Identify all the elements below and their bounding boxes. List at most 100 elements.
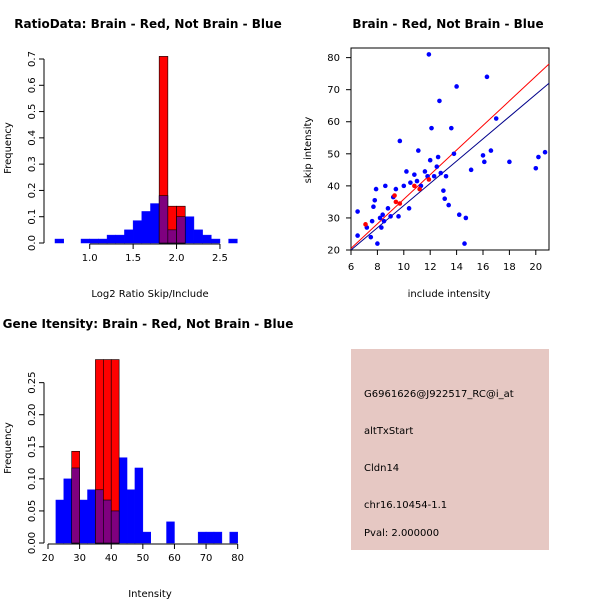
- scatter-fit-line-blue: [350, 82, 550, 251]
- ratio-histogram-xlabel: Log2 Ratio Skip/Include: [91, 289, 208, 300]
- ratio-histogram-y-tick-label: 0.5: [27, 104, 38, 120]
- gene-intensity-bar-not-brain: [229, 531, 238, 544]
- scatter-point-not-brain: [371, 204, 376, 210]
- scatter-y-tick-label: 60: [327, 117, 340, 128]
- scatter-point-not-brain: [441, 188, 446, 193]
- ratio-histogram-panel: RatioData: Brain - Red, Not Brain - Blue…: [3, 17, 282, 300]
- gene-intensity-y-tick-label: 0.20: [27, 404, 38, 426]
- scatter-point-not-brain: [449, 125, 454, 131]
- gene-intensity-x-tick-label: 50: [136, 553, 149, 564]
- scatter-title: Brain - Red, Not Brain - Blue: [352, 17, 543, 31]
- gene-intensity-bar-overlap: [103, 499, 112, 544]
- scatter-panel: Brain - Red, Not Brain - Blue include in…: [303, 17, 550, 300]
- gene-intensity-x-tick-label: 20: [42, 553, 55, 564]
- scatter-point-not-brain: [408, 180, 413, 185]
- scatter-x-tick-label: 10: [397, 262, 410, 273]
- scatter-point-not-brain: [368, 234, 374, 240]
- scatter-point-not-brain: [429, 125, 434, 131]
- scatter-point-not-brain: [456, 212, 462, 218]
- scatter-point-not-brain: [416, 148, 421, 153]
- ratio-histogram-x-tick-label: 2.0: [169, 253, 185, 264]
- scatter-point-not-brain: [372, 198, 378, 203]
- ratio-histogram-bar-overlap: [158, 195, 169, 244]
- gene-intensity-bar-not-brain: [118, 457, 128, 544]
- gene-intensity-bar-not-brain: [205, 531, 215, 544]
- scatter-point-not-brain: [468, 167, 474, 173]
- gene-intensity-x-tick-label: 30: [73, 553, 86, 564]
- gene-intensity-y-tick-label: 0.05: [27, 500, 38, 522]
- scatter-x-tick-label: 12: [424, 262, 437, 273]
- gene-intensity-x-tick-label: 80: [231, 553, 244, 564]
- gene-intensity-bar-overlap: [110, 510, 120, 544]
- info-panel-background: [351, 349, 549, 550]
- ratio-histogram-bar-not-brain: [89, 238, 99, 244]
- scatter-fit-lines: [350, 63, 550, 251]
- ratio-histogram-y-tick-label: 0.6: [27, 77, 38, 93]
- ratio-histogram-bars: [54, 56, 238, 244]
- scatter-y-tick-label: 30: [327, 213, 340, 224]
- gene-intensity-x-tick-label: 60: [168, 553, 181, 564]
- scatter-point-not-brain: [375, 241, 380, 246]
- ratio-histogram-bar-not-brain: [228, 238, 238, 244]
- gene-intensity-bar-not-brain: [126, 489, 136, 544]
- scatter-point-not-brain: [388, 214, 393, 219]
- scatter-y-tick-label: 40: [327, 181, 340, 192]
- info-pval: Pval: 2.000000: [364, 528, 439, 539]
- scatter-point-not-brain: [443, 173, 449, 179]
- scatter-point-not-brain: [355, 233, 360, 238]
- scatter-point-not-brain: [404, 169, 409, 174]
- scatter-point-not-brain: [379, 225, 384, 230]
- scatter-point-not-brain: [488, 148, 494, 153]
- scatter-point-not-brain: [542, 149, 548, 155]
- gene-intensity-panel: Gene Itensity: Brain - Red, Not Brain - …: [3, 317, 294, 600]
- scatter-point-not-brain: [507, 159, 512, 165]
- scatter-point-not-brain: [396, 214, 401, 219]
- ratio-histogram-bar-not-brain: [211, 238, 221, 244]
- gene-intensity-axes: 20 30 40 50 60 70 80 0.00 0.05 0.10 0.15 0.20 0.25: [27, 372, 244, 564]
- scatter-point-not-brain: [442, 196, 448, 201]
- gene-intensity-x-tick-label: 40: [105, 553, 118, 564]
- gene-intensity-bar-overlap: [95, 489, 104, 544]
- scatter-x-tick-label: 16: [477, 262, 490, 273]
- ratio-histogram-bar-not-brain: [184, 216, 195, 244]
- scatter-point-brain: [426, 177, 432, 182]
- gene-intensity-bar-overlap: [71, 467, 80, 544]
- scatter-point-brain: [397, 201, 403, 206]
- gene-intensity-y-tick-label: 0.00: [27, 532, 38, 554]
- gene-intensity-ylabel: Frequency: [3, 422, 14, 474]
- scatter-point-not-brain: [393, 186, 399, 192]
- scatter-point-brain: [393, 199, 399, 205]
- info-panel: G6961626@J922517_RC@i_at altTxStart Cldn…: [351, 349, 549, 550]
- scatter-point-brain: [392, 193, 397, 198]
- gene-intensity-title: Gene Itensity: Brain - Red, Not Brain - …: [3, 317, 294, 331]
- ratio-histogram-bar-not-brain: [132, 220, 143, 244]
- ratio-histogram-bar-not-brain: [54, 238, 64, 244]
- scatter-point-brain: [412, 183, 417, 189]
- scatter-x-tick-label: 6: [348, 262, 354, 273]
- scatter-xlabel: include intensity: [408, 289, 491, 300]
- ratio-histogram-bar-not-brain: [80, 238, 90, 244]
- scatter-point-not-brain: [414, 178, 420, 184]
- scatter-frame: [350, 47, 550, 251]
- gene-intensity-y-tick-label: 0.15: [27, 436, 38, 458]
- scatter-point-not-brain: [463, 215, 469, 221]
- scatter-y-tick-label: 80: [327, 53, 340, 64]
- scatter-point-not-brain: [377, 215, 383, 221]
- ratio-histogram-x-tick-label: 1.5: [125, 253, 141, 264]
- ratio-histogram-x-tick-label: 2.5: [212, 253, 228, 264]
- scatter-point-brain: [417, 186, 422, 192]
- scatter-point-not-brain: [380, 212, 385, 218]
- ratio-histogram-bar-overlap: [176, 216, 186, 244]
- ratio-histogram-bar-not-brain: [115, 234, 125, 244]
- scatter-point-not-brain: [437, 98, 442, 104]
- gene-intensity-y-tick-label: 0.10: [27, 468, 38, 490]
- ratio-histogram-bar-not-brain: [106, 234, 117, 244]
- scatter-point-not-brain: [426, 52, 432, 57]
- gene-intensity-bars: [55, 359, 238, 544]
- scatter-x-tick-label: 14: [450, 262, 463, 273]
- scatter-point-not-brain: [480, 153, 486, 158]
- scatter-x-tick-label: 8: [374, 262, 380, 273]
- scatter-fit-line-red: [350, 63, 550, 249]
- gene-intensity-bar-not-brain: [63, 478, 72, 544]
- ratio-histogram-y-tick-label: 0.1: [27, 209, 38, 225]
